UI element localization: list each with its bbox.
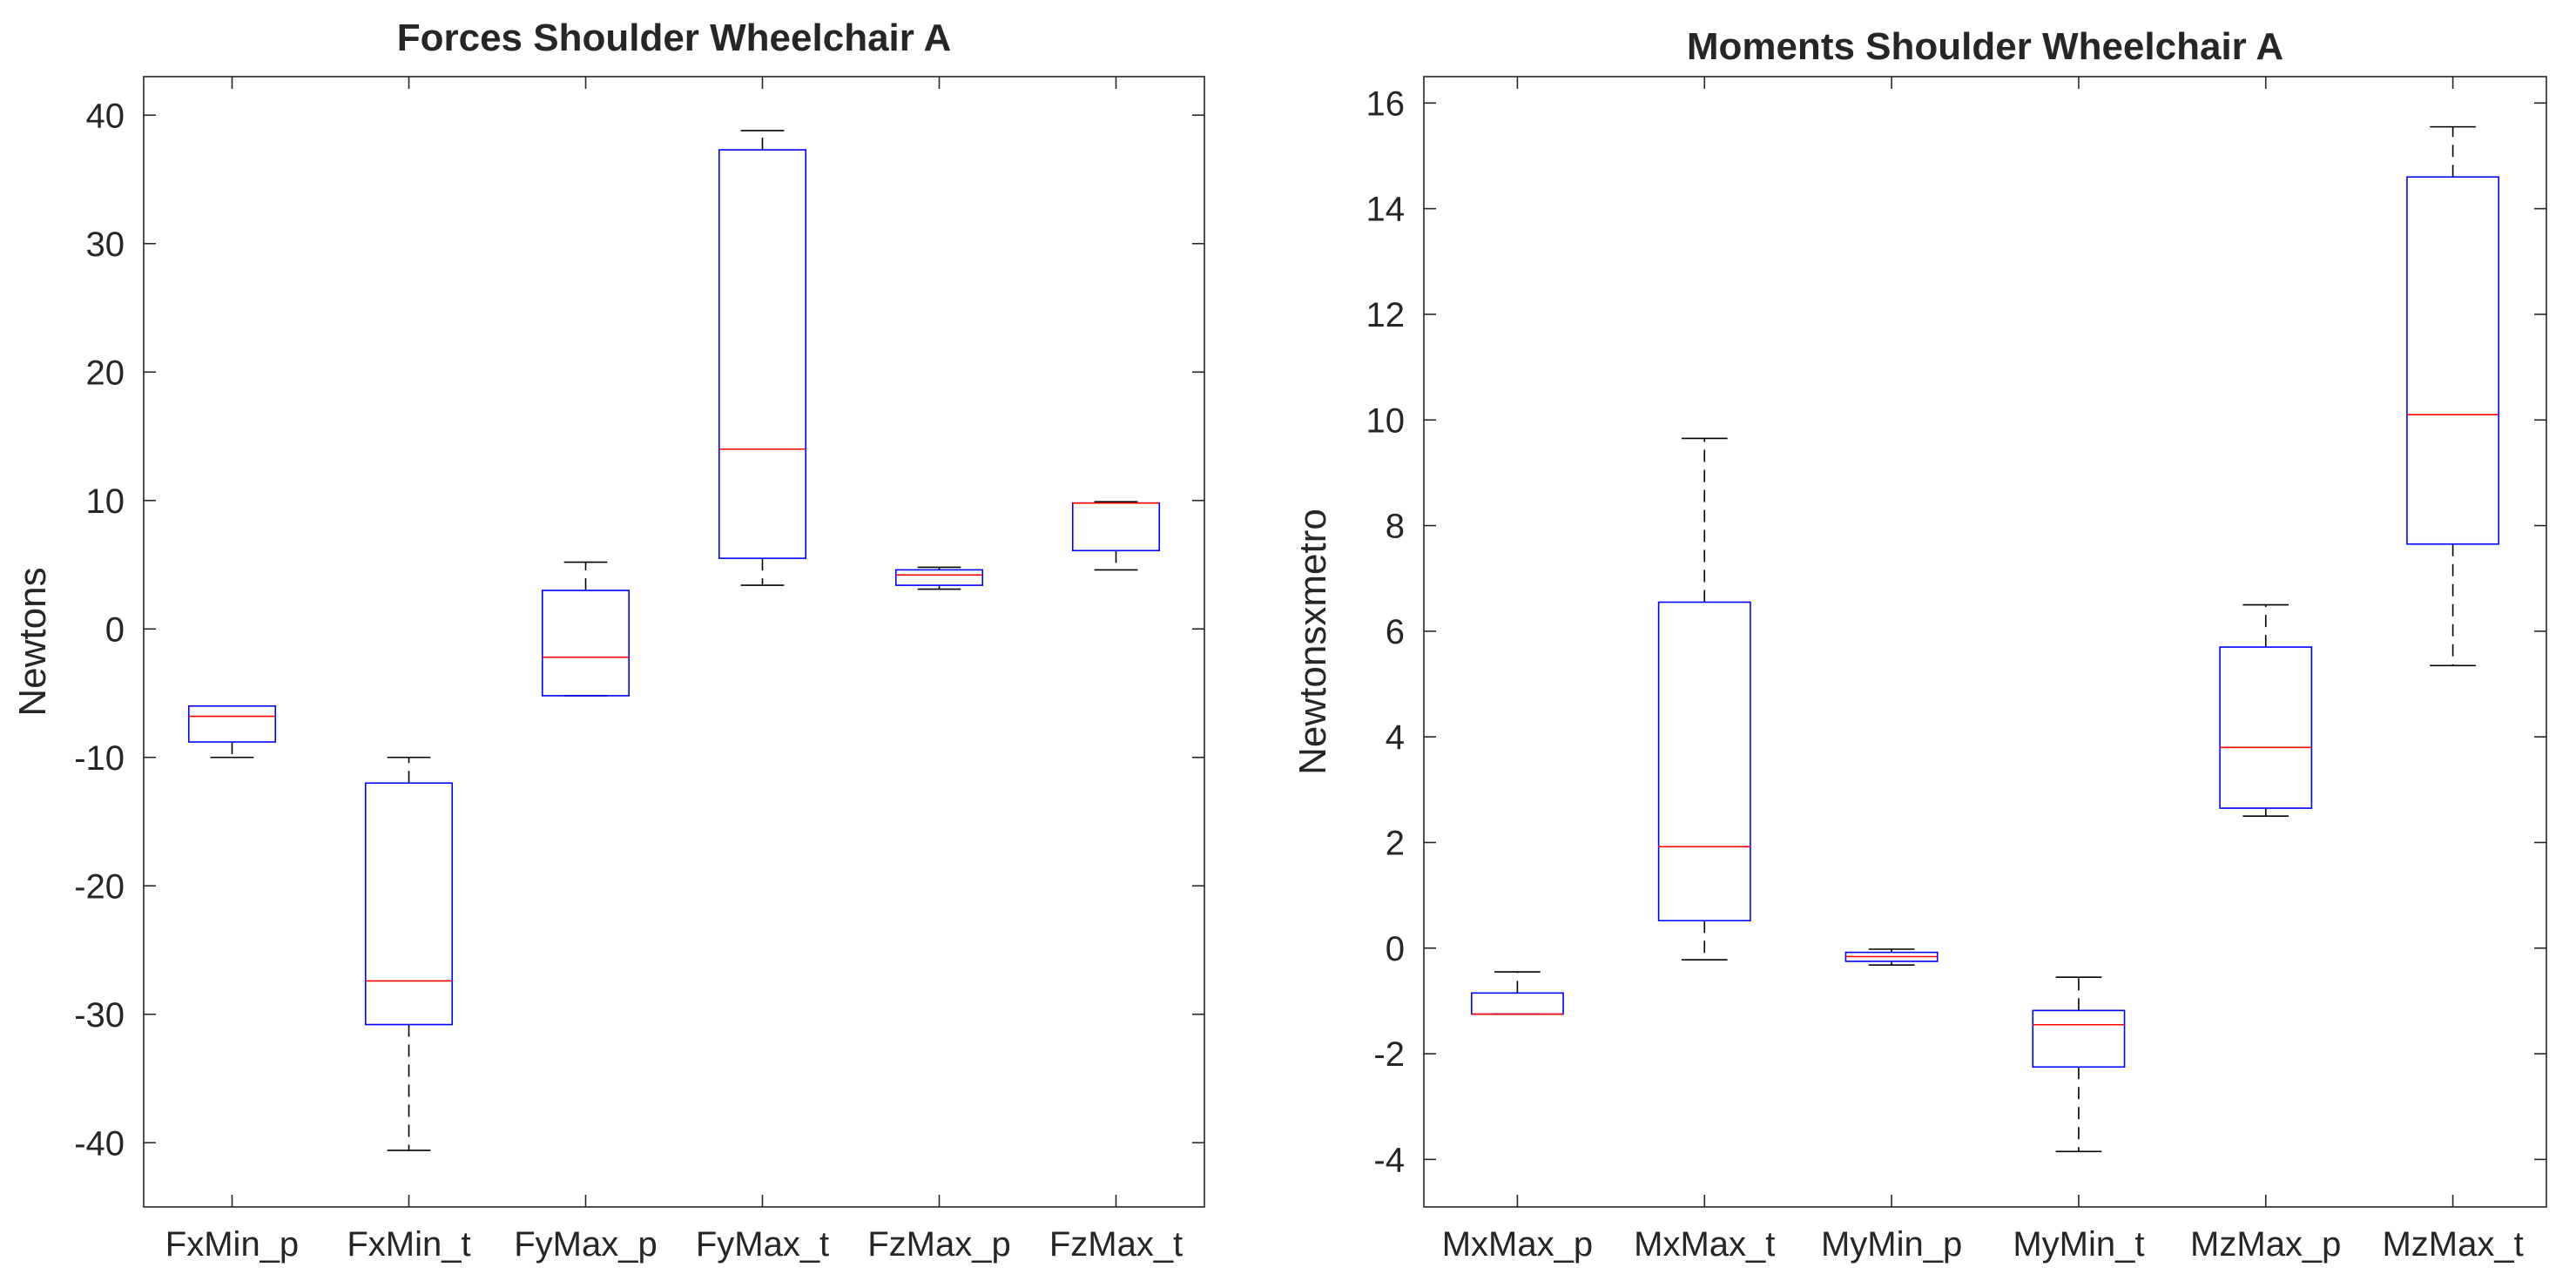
moments-box-MxMax_t [1657,437,1751,961]
forces-ytick-label: -40 [74,1124,125,1163]
moments-chart-plot-area [1423,76,2547,1208]
iqr-box [718,149,807,559]
moments-ytick-label: -4 [1373,1141,1405,1179]
forces-chart-y-axis: -40 -30 -20 -10 0 10 20 30 40 [74,97,1204,1163]
forces-xtick-label: FxMin_p [165,1225,299,1264]
moments-ytick-label: 12 [1366,296,1406,334]
forces-box-FyMax_p [541,561,631,697]
forces-ytick-label: -20 [74,867,125,906]
forces-ytick-label: 40 [86,97,125,135]
iqr-box [2406,176,2500,545]
forces-ytick-label: 20 [86,354,125,392]
forces-ytick-label: -10 [74,739,125,778]
moments-chart-x-axis: MxMax_p MxMax_t MyMin_p MyMin_t MzMax_p MzMax… [1442,77,2524,1264]
moments-ytick-label: 16 [1366,84,1406,123]
moments-box-MzMax_t [2406,125,2500,667]
moments-box-MyMin_t [2032,976,2126,1153]
forces-xtick-label: FzMax_p [867,1225,1011,1264]
forces-xtick-label: FzMax_t [1049,1225,1183,1264]
iqr-box [364,782,454,1026]
forces-box-FxMin_p [187,704,277,758]
iqr-box [2219,646,2313,809]
forces-ytick-label: 10 [86,482,125,521]
moments-xtick-label: MyMin_p [1821,1225,1962,1264]
moments-xtick-label: MzMax_p [2190,1225,2341,1264]
forces-chart-x-axis: FxMin_p FxMin_t FyMax_p FyMax_t FzMax_p FzMax… [165,77,1183,1264]
moments-xtick-label: MxMax_p [1442,1225,1593,1264]
moments-box-MzMax_p [2219,603,2313,817]
moments-chart-ylabel: Newtonsxmetro [1291,509,1334,775]
forces-box-FyMax_t [718,130,807,586]
moments-box-MxMax_p [1470,971,1564,1015]
forces-chart: Forces Shoulder Wheelchair A Newtons -40… [11,17,1205,1264]
forces-ytick-label: 0 [105,610,125,649]
forces-chart-title: Forces Shoulder Wheelchair A [397,17,952,59]
forces-ytick-label: -30 [74,996,125,1035]
forces-box-FzMax_t [1071,501,1161,571]
moments-chart-y-axis: -4 -2 0 2 4 6 8 10 12 14 16 [1366,84,2546,1179]
moments-ytick-label: 14 [1366,191,1406,229]
iqr-box [187,704,277,743]
moments-xtick-label: MzMax_t [2382,1225,2523,1264]
forces-box-FzMax_p [894,566,984,590]
iqr-box [1470,992,1564,1015]
forces-chart-plot-area [143,76,1205,1208]
moments-ytick-label: -2 [1373,1035,1405,1074]
forces-xtick-label: FyMax_t [696,1225,829,1264]
moments-ytick-label: 10 [1366,401,1406,440]
moments-ytick-label: 8 [1386,508,1405,546]
forces-xtick-label: FyMax_p [514,1225,657,1264]
moments-chart: Moments Shoulder Wheelchair A Newtonsxme… [1291,25,2547,1264]
iqr-box [1657,601,1751,922]
moments-xtick-label: MyMin_t [2013,1225,2144,1264]
moments-ytick-label: 6 [1386,613,1405,651]
moments-box-MyMin_p [1844,948,1939,967]
moments-ytick-label: 2 [1386,824,1405,862]
moments-ytick-label: 0 [1386,930,1405,968]
forces-ytick-label: 30 [86,226,125,264]
iqr-box [541,590,631,697]
moments-chart-title: Moments Shoulder Wheelchair A [1687,25,2283,68]
iqr-box [1071,502,1161,552]
forces-xtick-label: FxMin_t [347,1225,470,1264]
moments-xtick-label: MxMax_t [1634,1225,1775,1264]
forces-box-FxMin_t [364,756,454,1151]
iqr-box [894,569,984,586]
moments-ytick-label: 4 [1386,718,1405,757]
moments-chart-boxes [1470,125,2500,1153]
forces-chart-ylabel: Newtons [11,567,54,716]
iqr-box [2032,1009,2126,1068]
forces-chart-boxes [187,130,1161,1151]
